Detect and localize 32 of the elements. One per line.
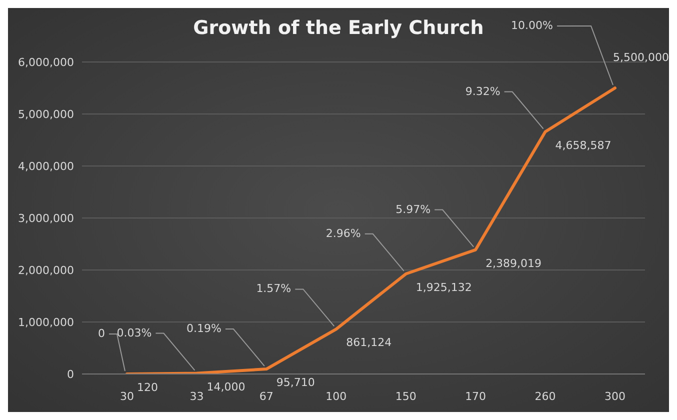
x-tick-label: 170 bbox=[465, 390, 486, 403]
x-tick-label: 260 bbox=[534, 390, 556, 403]
x-tick-label: 67 bbox=[259, 390, 274, 403]
data-label: 120 bbox=[137, 380, 158, 394]
annotation: 9.32% bbox=[465, 84, 500, 98]
data-label: 2,389,019 bbox=[486, 256, 542, 270]
y-tick-label: 5,000,000 bbox=[18, 108, 74, 121]
data-label: 4,658,587 bbox=[555, 138, 612, 152]
y-tick-label: 3,000,000 bbox=[18, 212, 74, 225]
x-tick-label: 33 bbox=[190, 390, 204, 403]
y-tick-label: 0 bbox=[67, 368, 74, 381]
annotation: 0 bbox=[98, 326, 105, 340]
annotation: 5.97% bbox=[396, 202, 431, 216]
x-tick-label: 300 bbox=[604, 390, 626, 403]
data-label: 1,925,132 bbox=[416, 280, 472, 294]
data-label: 5,500,000 bbox=[613, 51, 669, 64]
y-tick-label: 2,000,000 bbox=[18, 264, 74, 277]
x-tick-label: 150 bbox=[395, 390, 416, 403]
y-tick-label: 6,000,000 bbox=[18, 56, 74, 69]
x-tick-label: 100 bbox=[326, 390, 347, 403]
y-tick-label: 4,000,000 bbox=[18, 160, 74, 173]
annotation: 1.57% bbox=[256, 282, 292, 296]
annotation: 0.19% bbox=[186, 322, 222, 336]
annotation: 10.00% bbox=[511, 19, 553, 32]
annotation: 0.03% bbox=[116, 326, 152, 340]
y-tick-label: 1,000,000 bbox=[18, 316, 74, 329]
annotation: 2.96% bbox=[326, 226, 361, 240]
chart-title: Growth of the Early Church bbox=[193, 17, 484, 39]
data-label: 95,710 bbox=[276, 376, 315, 390]
data-label: 14,000 bbox=[206, 380, 246, 394]
x-tick-label: 30 bbox=[120, 390, 134, 403]
data-label: 861,124 bbox=[346, 336, 392, 350]
